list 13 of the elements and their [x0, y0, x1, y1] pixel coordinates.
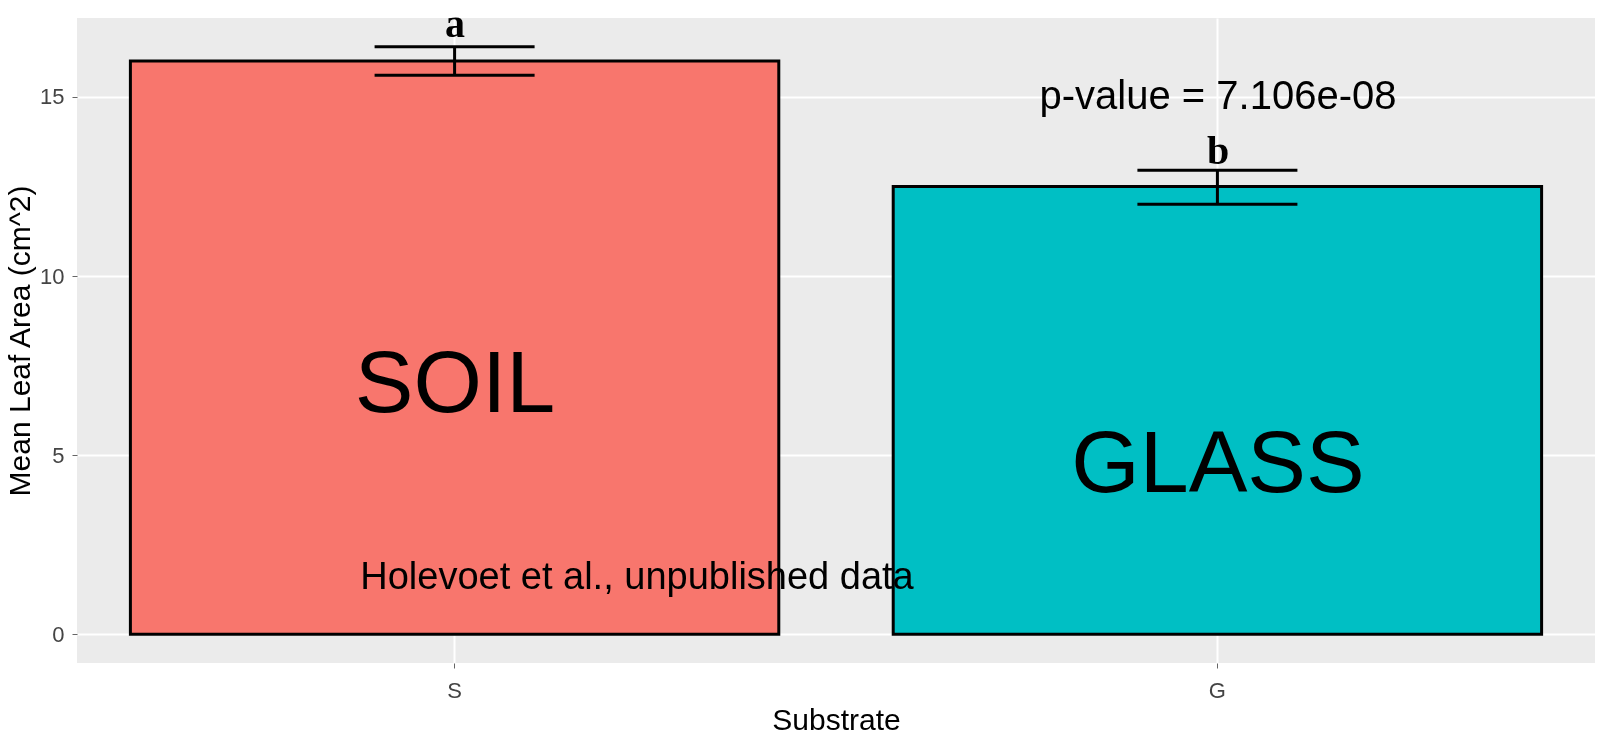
annotation: b — [1206, 128, 1230, 173]
y-tick-label: 10 — [40, 263, 65, 289]
y-axis-title: Mean Leaf Area (cm^2) — [3, 185, 37, 497]
y-tick-label: 15 — [40, 84, 65, 110]
x-axis-title: Substrate — [772, 702, 901, 736]
annotation: GLASS — [1071, 412, 1365, 511]
annotation: SOIL — [354, 332, 556, 431]
y-tick-label: 5 — [52, 442, 65, 468]
annotation: a — [445, 1, 465, 46]
annotation: p-value = 7.106e-08 — [1039, 73, 1397, 117]
x-tick-label: G — [1208, 677, 1226, 703]
y-tick-label: 0 — [52, 621, 65, 647]
x-tick-label: S — [447, 677, 462, 703]
